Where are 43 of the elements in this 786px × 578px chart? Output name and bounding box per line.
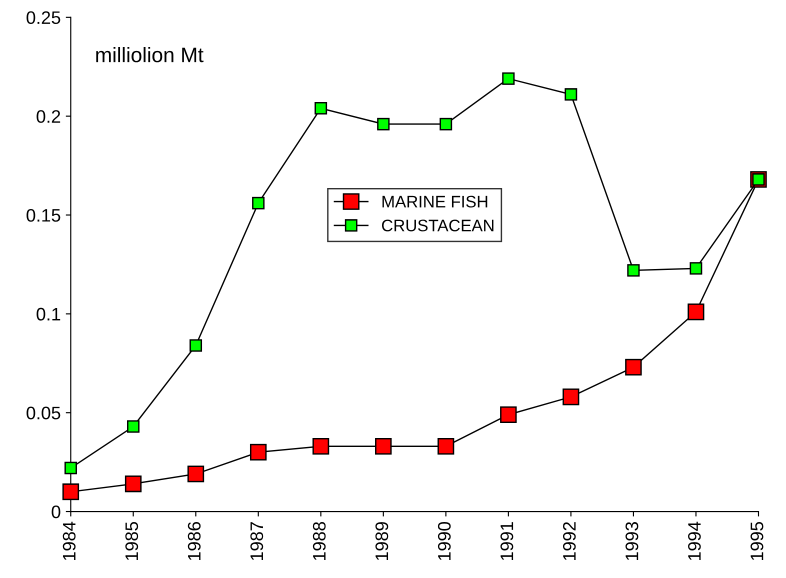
point: [124, 476, 142, 492]
legend-label: CRUSTACEAN: [382, 220, 494, 232]
x-tick-label: 1985: [125, 522, 138, 560]
point: [627, 264, 640, 277]
x-tick-label: 1992: [562, 522, 576, 560]
point: [312, 438, 330, 455]
y-tick-label: 0.15: [26, 208, 60, 222]
point: [625, 358, 642, 376]
point: [62, 483, 80, 500]
legend-label: MARINE FISH: [382, 196, 488, 208]
point: [438, 438, 454, 455]
x-tick-label: 1984: [62, 522, 76, 560]
point: [252, 196, 265, 210]
point: [440, 118, 452, 130]
x-tick-label: 1993: [626, 522, 638, 560]
point: [502, 72, 515, 85]
x-tick-label: 1990: [438, 522, 451, 560]
point: [64, 462, 77, 474]
y-tick-label: 0.1: [36, 308, 60, 321]
point: [564, 88, 578, 101]
point: [250, 444, 267, 461]
point: [690, 262, 702, 275]
x-tick-label: 1994: [688, 522, 701, 560]
x-tick-label: 1986: [188, 522, 201, 560]
point: [127, 420, 140, 433]
y-tick-label: 0.2: [36, 110, 60, 123]
x-tick-label: 1995: [750, 522, 764, 560]
x-tick-label: 1989: [375, 522, 388, 560]
point: [375, 438, 392, 455]
point: [314, 102, 328, 115]
y-tick-label: 0: [52, 505, 60, 518]
x-tick-label: 1991: [500, 522, 514, 560]
y-tick-label: 0.05: [26, 406, 60, 420]
x-tick-label: 1987: [250, 522, 264, 560]
point: [190, 339, 202, 352]
point: [562, 388, 580, 406]
point: [500, 406, 517, 423]
annotation: milliolion Mt: [96, 46, 204, 62]
point: [187, 466, 204, 482]
point: [377, 118, 390, 130]
point: [688, 304, 704, 320]
y-tick-label: 0.25: [26, 11, 60, 24]
x-tick-label: 1988: [312, 522, 326, 560]
